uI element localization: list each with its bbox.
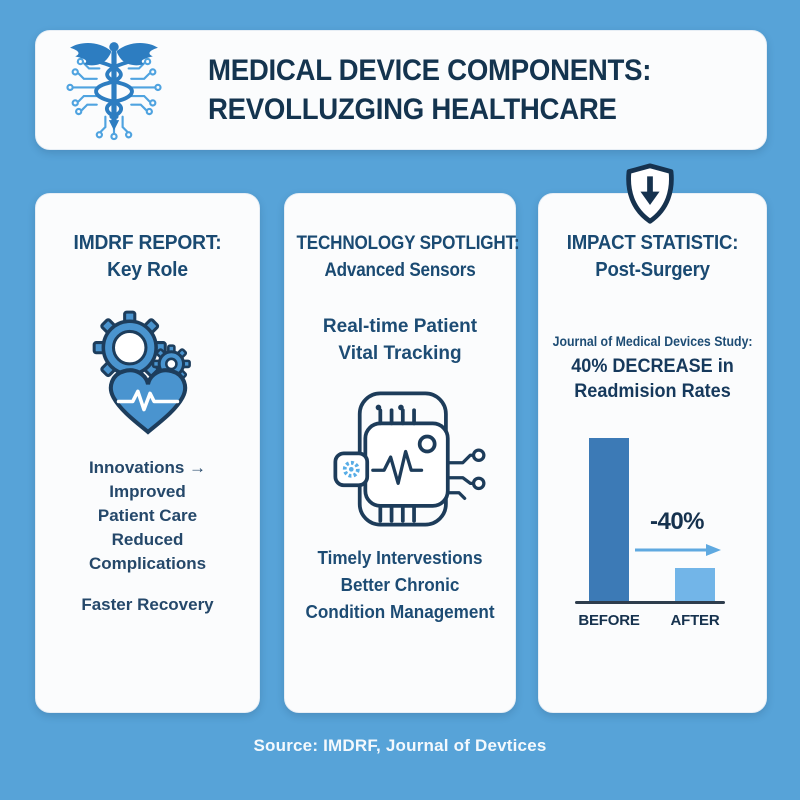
bar-before xyxy=(589,438,629,602)
card1-footer-line: Faster Recovery xyxy=(81,595,214,614)
page-title-line-1: MEDICAL DEVICE COMPONENTS: xyxy=(208,54,652,87)
card2-sub-line: Real-time Patient xyxy=(322,316,478,337)
card-impact-statistic: IMPACT STATISTIC: Post-Surgery Journal o… xyxy=(538,193,767,713)
card1-body-line: Reduced xyxy=(111,530,184,549)
gears-heart-icon xyxy=(82,298,214,442)
card1-body-line: Improved xyxy=(109,482,186,501)
card2-body-line: Better Chronic xyxy=(340,575,460,595)
decrease-percent-label: -40% xyxy=(649,508,705,535)
page-title-line-2: REVOLLUZGING HEALTHCARE xyxy=(208,93,617,126)
card3-heading-line-1: IMPACT STATISTIC: xyxy=(566,232,739,254)
card2-sub-line: Vital Tracking xyxy=(338,343,462,364)
card2-heading-line-2: Advanced Sensors xyxy=(324,260,476,281)
axis-label-before: BEFORE xyxy=(578,612,640,629)
card1-heading: IMDRF REPORT: Key Role xyxy=(40,230,254,284)
shield-down-arrow-icon xyxy=(621,163,679,226)
readmission-bar-chart: -40% xyxy=(575,432,725,602)
card1-body-line: Complications xyxy=(88,554,207,573)
page-title: MEDICAL DEVICE COMPONENTS: REVOLLUZGING … xyxy=(208,51,690,129)
card2-heading-line-1: TECHNOLOGY SPOTLIGHT: xyxy=(296,233,520,254)
card-technology-spotlight: TECHNOLOGY SPOTLIGHT: Advanced Sensors R… xyxy=(284,193,520,713)
card1-body-line: Patient Care xyxy=(97,506,198,525)
card2-body-text: Timely Intervestions Better Chronic Cond… xyxy=(291,545,510,626)
source-attribution: Source: IMDRF, Journal of Devtices xyxy=(253,736,547,755)
chart-baseline xyxy=(575,601,725,604)
card1-heading-line-2: Key Role xyxy=(107,259,188,281)
card3-heading: IMPACT STATISTIC: Post-Surgery xyxy=(547,230,758,284)
card3-heading-line-2: Post-Surgery xyxy=(595,259,710,281)
caduceus-circuit-icon xyxy=(56,34,172,146)
card3-study-line: Journal of Medical Devices Study: xyxy=(552,333,753,349)
card1-heading-line-1: IMDRF REPORT: xyxy=(73,232,222,254)
card1-body-line: Innovations → xyxy=(88,458,207,477)
decrease-arrow-icon xyxy=(635,544,721,556)
card3-stat-line-1: 40% DECREASE in xyxy=(571,356,734,377)
header-card: MEDICAL DEVICE COMPONENTS: REVOLLUZGING … xyxy=(35,30,767,150)
card-imdrf-report: IMDRF REPORT: Key Role xyxy=(35,193,260,713)
axis-label-after: AFTER xyxy=(670,612,720,629)
card2-heading: TECHNOLOGY SPOTLIGHT: Advanced Sensors xyxy=(296,230,520,284)
card3-stat-text: 40% DECREASE in Readmision Rates xyxy=(545,354,761,404)
card2-body-line: Timely Intervestions xyxy=(317,548,483,568)
bar-after xyxy=(675,568,715,602)
card2-body-line: Condition Management xyxy=(305,602,495,622)
card3-stat-line-2: Readmision Rates xyxy=(574,381,731,402)
card2-subtext: Real-time Patient Vital Tracking xyxy=(285,313,515,367)
card1-body-text: Innovations → Improved Patient Care Redu… xyxy=(36,456,259,576)
sensor-chip-icon xyxy=(311,383,489,535)
